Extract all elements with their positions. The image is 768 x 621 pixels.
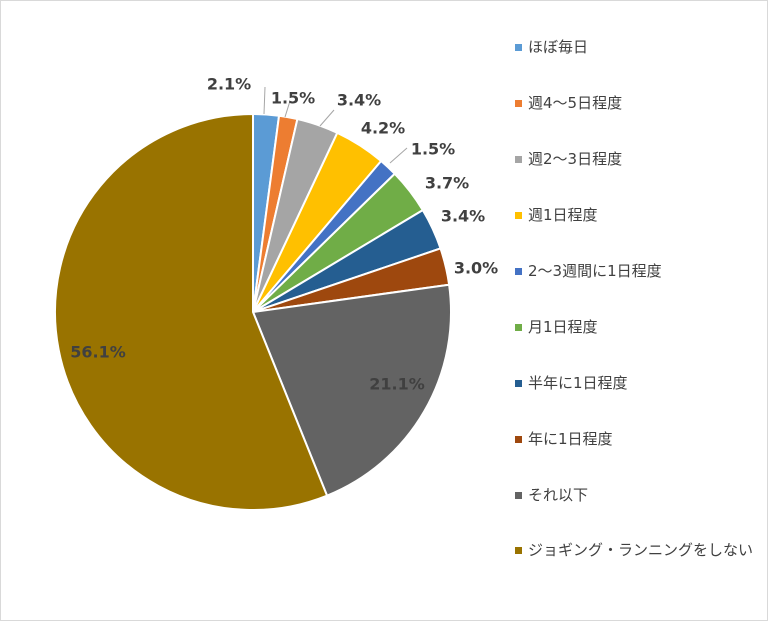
legend-swatch (515, 547, 522, 554)
legend-item: それ以下 (515, 485, 760, 506)
legend-swatch (515, 324, 522, 331)
legend-swatch (515, 436, 522, 443)
pie-slice (251, 283, 452, 497)
legend-label: 週1日程度 (528, 206, 598, 224)
data-label: 3.4% (441, 207, 485, 226)
legend-item: 半年に1日程度 (515, 373, 760, 394)
legend-swatch (515, 492, 522, 499)
legend-item: 週4～5日程度 (515, 93, 760, 114)
legend-label: 年に1日程度 (528, 430, 613, 448)
data-label: 3.7% (425, 174, 469, 193)
data-label: 1.5% (411, 140, 455, 159)
legend-label: 月1日程度 (528, 318, 598, 336)
legend-swatch (515, 380, 522, 387)
legend-label: 週4～5日程度 (528, 94, 623, 112)
data-label: 1.5% (271, 89, 315, 108)
legend-swatch (515, 44, 522, 51)
legend-label: 週2～3日程度 (528, 150, 623, 168)
data-label: 21.1% (369, 375, 425, 394)
leader-line (319, 109, 335, 127)
legend-swatch (515, 100, 522, 107)
legend-label: それ以下 (528, 486, 589, 504)
data-label: 2.1% (207, 75, 251, 94)
legend-item: ほぼ毎日 (515, 37, 760, 58)
data-label: 56.1% (70, 343, 126, 362)
legend-item: 月1日程度 (515, 317, 760, 338)
legend-label: ほぼ毎日 (528, 38, 589, 56)
pie-chart: 2.1% 1.5% 3.4% 4.2% 1.5% 3.7% 3.4% 3.0% 21.1% 56.… (54, 75, 498, 511)
legend-item: ジョギング・ランニングをしない (515, 540, 760, 561)
data-label: 3.0% (454, 259, 498, 278)
legend-item: 2～3週間に1日程度 (515, 261, 760, 282)
legend-item: 年に1日程度 (515, 429, 760, 450)
leader-line (389, 147, 408, 164)
pie-slice (54, 112, 329, 511)
leader-line (284, 100, 291, 118)
legend-label: ジョギング・ランニングをしない (528, 541, 754, 559)
data-label: 3.4% (337, 91, 381, 110)
legend-item: 週2～3日程度 (515, 149, 760, 170)
legend-item: 週1日程度 (515, 205, 760, 226)
legend-label: 2～3週間に1日程度 (528, 262, 662, 280)
legend-swatch (515, 268, 522, 275)
legend-swatch (515, 212, 522, 219)
legend-label: 半年に1日程度 (528, 374, 628, 392)
legend-swatch (515, 156, 522, 163)
leader-line (263, 86, 266, 115)
data-label: 4.2% (361, 119, 405, 138)
